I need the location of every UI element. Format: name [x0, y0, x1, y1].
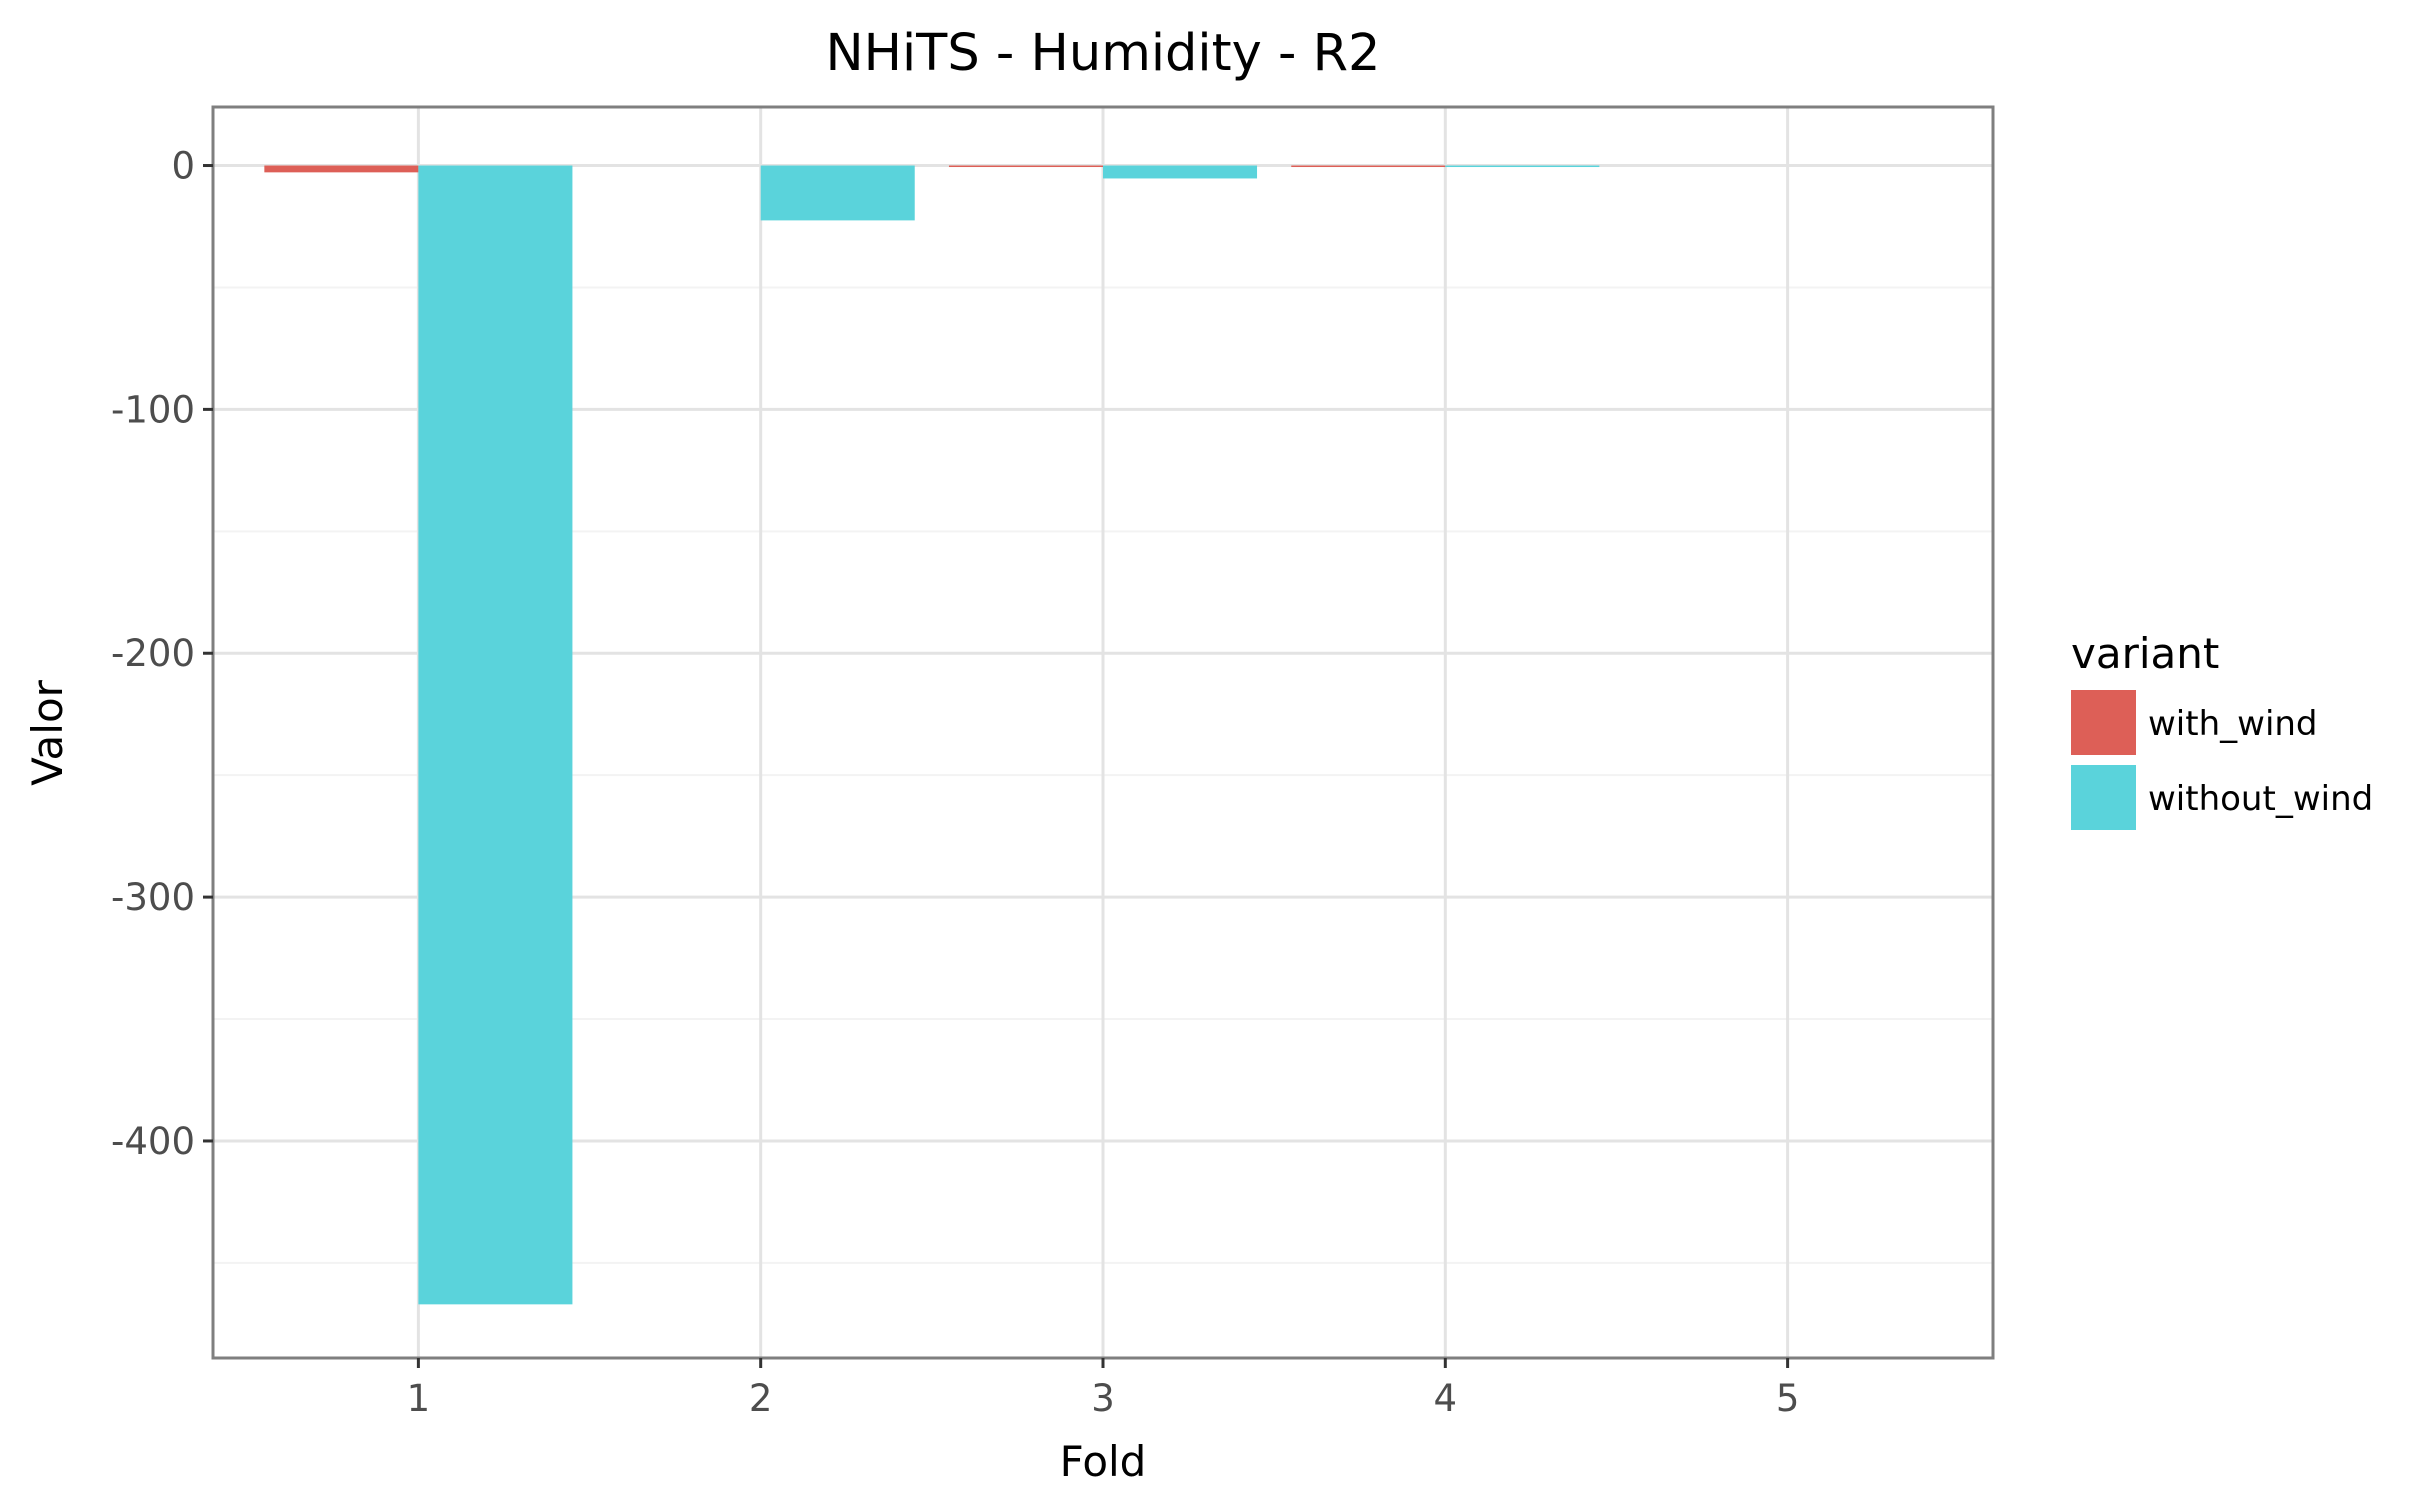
y-axis-title: Valor — [23, 679, 72, 786]
legend: variant with_wind without_wind — [2071, 629, 2373, 830]
x-tick-label: 3 — [1091, 1377, 1115, 1420]
bar-with_wind-fold-1 — [264, 165, 419, 173]
x-axis-ticks: 1 2 3 4 5 — [407, 1358, 1800, 1420]
bar-without_wind-fold-4 — [1445, 165, 1600, 168]
bar-without_wind-fold-1 — [418, 165, 573, 1305]
legend-key-without_wind — [2071, 765, 2136, 830]
x-axis-title: Fold — [1060, 1437, 1147, 1486]
bar-without_wind-fold-2 — [760, 165, 915, 221]
x-tick-label: 5 — [1776, 1377, 1800, 1420]
bar-with_wind-fold-3 — [948, 165, 1103, 168]
x-tick-label: 4 — [1434, 1377, 1458, 1420]
y-tick-label: -400 — [111, 1120, 195, 1163]
y-axis-ticks: 0 -100 -200 -300 -400 — [111, 145, 213, 1163]
legend-items: with_wind without_wind — [2071, 690, 2373, 830]
bar-without_wind-fold-3 — [1103, 165, 1258, 179]
y-tick-label: -100 — [111, 388, 195, 431]
legend-label-with_wind: with_wind — [2148, 704, 2318, 744]
bar-with_wind-fold-4 — [1291, 165, 1446, 168]
legend-key-with_wind — [2071, 690, 2136, 755]
y-tick-label: 0 — [171, 145, 195, 188]
bars — [264, 165, 1600, 1305]
x-tick-label: 1 — [407, 1377, 431, 1420]
chart-title: NHiTS - Humidity - R2 — [826, 24, 1381, 83]
legend-title: variant — [2071, 629, 2219, 678]
y-tick-label: -200 — [111, 632, 195, 675]
y-tick-label: -300 — [111, 876, 195, 919]
legend-label-without_wind: without_wind — [2148, 779, 2373, 819]
x-tick-label: 2 — [749, 1377, 773, 1420]
